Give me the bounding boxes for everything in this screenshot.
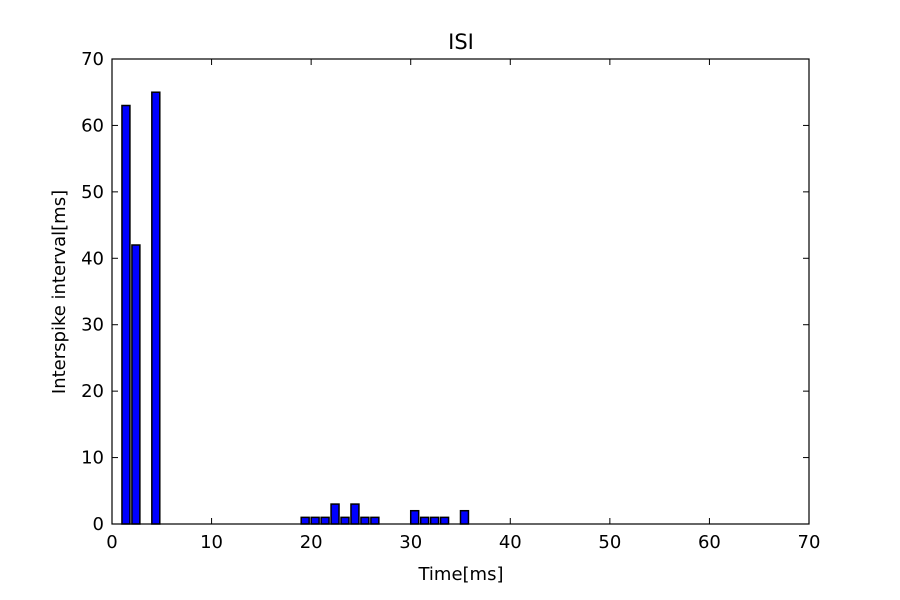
y-tick-label-3: 30 [81,315,104,336]
y-tick-label-7: 70 [81,49,104,70]
x-tick-label-6: 60 [698,532,721,553]
y-tick-label-5: 50 [81,182,104,203]
bar-11 [409,509,420,525]
x-tick-label-1: 10 [200,532,223,553]
x-axis-label: Time[ms] [417,564,503,585]
y-axis-label: Interspike interval[ms] [49,190,70,394]
y-tick-label-6: 60 [81,115,104,136]
bar-9 [360,516,370,525]
x-tick-label-3: 30 [399,532,422,553]
plot-frame [111,58,810,525]
bar-12 [419,516,430,525]
axis-tick-labels: 0 10 20 30 40 50 60 70 0 10 20 30 40 50 60 70 [81,49,820,553]
bar-2 [151,91,161,525]
bar-14 [439,516,450,525]
chart-title: ISI [448,30,474,54]
bar-15 [459,509,470,525]
bar-4 [310,516,320,525]
x-tick-label-5: 50 [598,532,621,553]
bar-3 [300,516,310,525]
x-tick-label-2: 20 [300,532,323,553]
bar-6 [330,503,340,525]
bar-13 [429,516,440,525]
y-tick-label-2: 20 [81,381,104,402]
bar-10 [370,516,380,525]
bar-5 [320,516,330,525]
bar-1 [131,244,141,525]
y-tick-label-4: 40 [81,248,104,269]
bar-8 [350,503,360,525]
bar-0 [121,104,131,525]
y-tick-label-0: 0 [93,514,104,535]
x-tick-label-7: 70 [798,532,821,553]
y-tick-label-1: 10 [81,448,104,469]
bar-7 [340,516,350,525]
x-tick-label-4: 40 [499,532,522,553]
x-tick-label-0: 0 [106,532,117,553]
